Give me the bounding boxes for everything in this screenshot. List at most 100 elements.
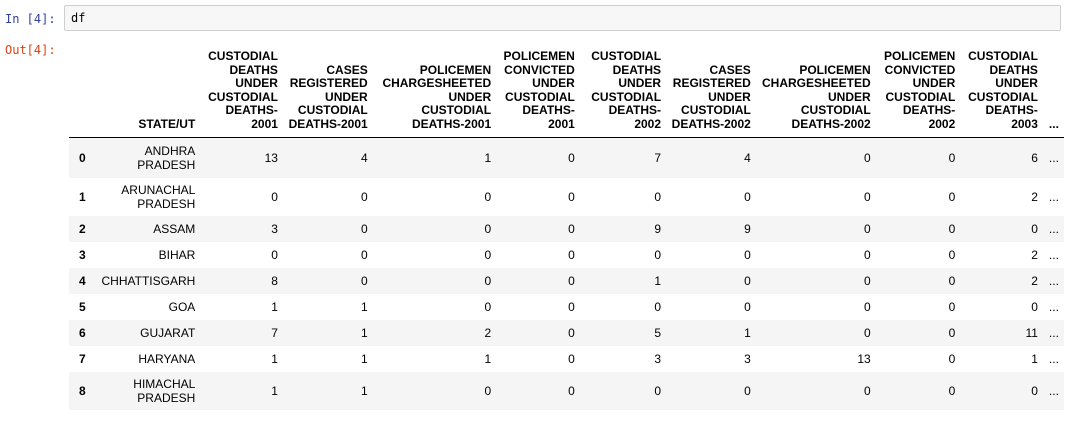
value-cell: 1	[580, 268, 666, 294]
value-cell: 9	[666, 216, 756, 242]
row-index: 4	[69, 268, 94, 294]
row-index: 8	[69, 372, 94, 410]
header-row: STATE/UT CUSTODIAL DEATHS UNDER CUSTODIAL…	[69, 50, 1064, 138]
table-row: 0 ANDHRA PRADESH 13 4 1 0 7 4 0 0 6...	[69, 138, 1064, 178]
table-row: 2 ASSAM 3 0 0 0 9 9 0 0 0...	[69, 216, 1064, 242]
value-cell: 0	[756, 320, 876, 346]
value-cell: 0	[496, 268, 580, 294]
value-cell: 2	[960, 178, 1043, 216]
value-cell: 4	[283, 138, 373, 178]
ellipsis-cell: ...	[1043, 268, 1064, 294]
value-cell: 0	[756, 138, 876, 178]
value-cell: 1	[283, 372, 373, 410]
value-cell: 0	[580, 178, 666, 216]
value-cell: 0	[876, 372, 961, 410]
value-cell: 3	[580, 346, 666, 372]
value-cell: 1	[373, 138, 496, 178]
value-cell: 0	[876, 216, 961, 242]
value-cell: 0	[876, 268, 961, 294]
value-cell: 0	[283, 268, 373, 294]
value-cell: 0	[666, 178, 756, 216]
value-cell: 0	[496, 320, 580, 346]
value-cell: 0	[666, 242, 756, 268]
value-cell: 0	[283, 178, 373, 216]
value-cell: 1	[200, 294, 283, 320]
value-cell: 1	[283, 346, 373, 372]
value-cell: 2	[960, 242, 1043, 268]
value-cell: 0	[496, 372, 580, 410]
table-row: 8 HIMACHAL PRADESH 1 1 0 0 0 0 0 0 0...	[69, 372, 1064, 410]
row-index: 5	[69, 294, 94, 320]
value-cell: 0	[283, 242, 373, 268]
state-cell: ARUNACHAL PRADESH	[94, 178, 201, 216]
value-cell: 0	[373, 242, 496, 268]
state-cell: HIMACHAL PRADESH	[94, 372, 201, 410]
value-cell: 0	[496, 242, 580, 268]
row-index: 7	[69, 346, 94, 372]
state-cell: HARYANA	[94, 346, 201, 372]
column-header: CUSTODIAL DEATHS UNDER CUSTODIAL DEATHS-…	[200, 50, 283, 138]
row-index: 0	[69, 138, 94, 178]
value-cell: 0	[756, 372, 876, 410]
value-cell: 0	[580, 294, 666, 320]
ellipsis-cell: ...	[1043, 242, 1064, 268]
column-header: POLICEMEN CHARGESHEETED UNDER CUSTODIAL …	[756, 50, 876, 138]
ellipsis-cell: ...	[1043, 346, 1064, 372]
value-cell: 1	[200, 372, 283, 410]
value-cell: 0	[876, 138, 961, 178]
value-cell: 5	[580, 320, 666, 346]
column-header: POLICEMEN CONVICTED UNDER CUSTODIAL DEAT…	[876, 50, 961, 138]
code-text: df	[71, 11, 85, 25]
code-cell-input[interactable]: df	[64, 5, 1061, 31]
table-row: 3 BIHAR 0 0 0 0 0 0 0 0 2...	[69, 242, 1064, 268]
state-cell: BIHAR	[94, 242, 201, 268]
ellipsis-cell: ...	[1043, 372, 1064, 410]
column-header: CASES REGISTERED UNDER CUSTODIAL DEATHS-…	[666, 50, 756, 138]
value-cell: 0	[496, 138, 580, 178]
value-cell: 0	[496, 178, 580, 216]
value-cell: 0	[373, 216, 496, 242]
value-cell: 0	[876, 320, 961, 346]
output-area: STATE/UT CUSTODIAL DEATHS UNDER CUSTODIAL…	[69, 50, 1064, 410]
value-cell: 0	[666, 372, 756, 410]
ellipsis-cell: ...	[1043, 320, 1064, 346]
value-cell: 6	[960, 138, 1043, 178]
table-row: 1 ARUNACHAL PRADESH 0 0 0 0 0 0 0 0 2...	[69, 178, 1064, 216]
table-row: 6 GUJARAT 7 1 2 0 5 1 0 0 11...	[69, 320, 1064, 346]
column-header: STATE/UT	[94, 50, 201, 138]
dataframe-table: STATE/UT CUSTODIAL DEATHS UNDER CUSTODIAL…	[69, 50, 1064, 410]
value-cell: 13	[756, 346, 876, 372]
value-cell: 0	[756, 178, 876, 216]
value-cell: 0	[876, 294, 961, 320]
value-cell: 3	[200, 216, 283, 242]
ellipsis-cell: ...	[1043, 138, 1064, 178]
state-cell: ANDHRA PRADESH	[94, 138, 201, 178]
row-index: 2	[69, 216, 94, 242]
value-cell: 0	[373, 178, 496, 216]
table-row: 5 GOA 1 1 0 0 0 0 0 0 0...	[69, 294, 1064, 320]
row-index: 1	[69, 178, 94, 216]
ellipsis-cell: ...	[1043, 216, 1064, 242]
value-cell: 0	[200, 242, 283, 268]
value-cell: 11	[960, 320, 1043, 346]
value-cell: 0	[496, 216, 580, 242]
value-cell: 0	[960, 372, 1043, 410]
value-cell: 1	[960, 346, 1043, 372]
value-cell: 1	[200, 346, 283, 372]
value-cell: 0	[580, 372, 666, 410]
table-body: 0 ANDHRA PRADESH 13 4 1 0 7 4 0 0 6... 1 ARUNACHAL P…	[69, 138, 1064, 410]
table-header: STATE/UT CUSTODIAL DEATHS UNDER CUSTODIAL…	[69, 50, 1064, 138]
state-cell: ASSAM	[94, 216, 201, 242]
value-cell: 2	[373, 320, 496, 346]
value-cell: 0	[496, 294, 580, 320]
value-cell: 0	[960, 216, 1043, 242]
column-header: CUSTODIAL DEATHS UNDER CUSTODIAL DEATHS-…	[580, 50, 666, 138]
value-cell: 0	[580, 242, 666, 268]
value-cell: 0	[876, 242, 961, 268]
column-header: CASES REGISTERED UNDER CUSTODIAL DEATHS-…	[283, 50, 373, 138]
state-cell: GOA	[94, 294, 201, 320]
value-cell: 4	[666, 138, 756, 178]
value-cell: 0	[373, 294, 496, 320]
value-cell: 0	[756, 216, 876, 242]
index-header	[69, 50, 94, 138]
